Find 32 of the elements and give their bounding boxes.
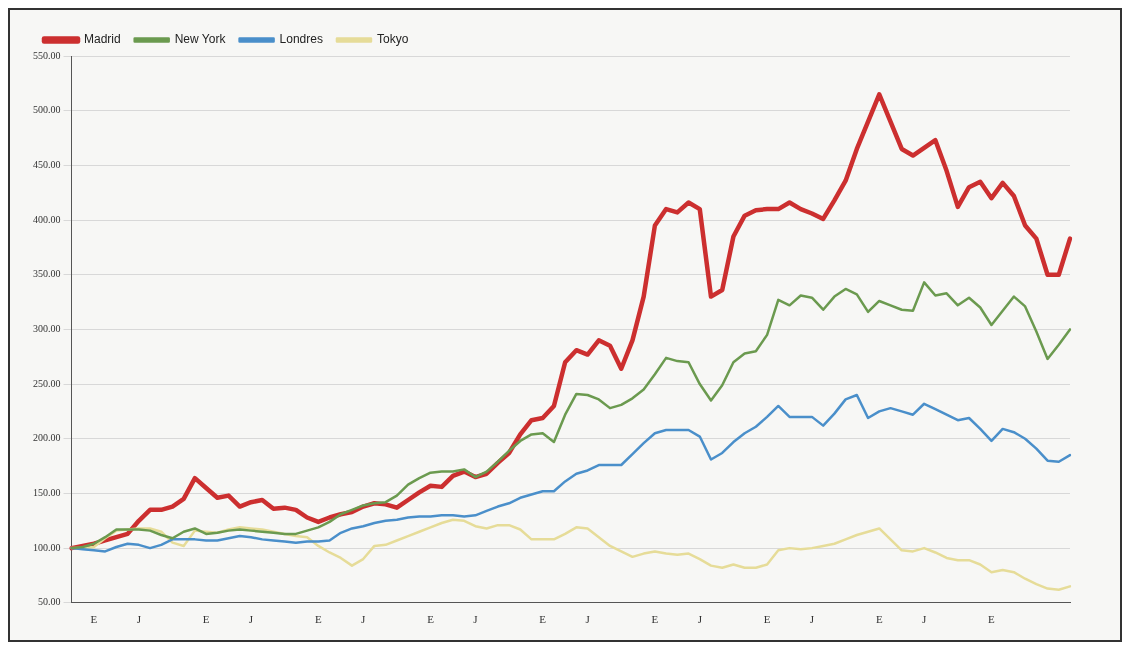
x-tick-label: E xyxy=(988,613,996,626)
y-tick-label: 550.00 xyxy=(33,49,61,61)
x-tick-label: E xyxy=(90,613,98,626)
x-tick-label: E xyxy=(651,613,659,626)
x-tick-label: E xyxy=(202,613,210,626)
x-tick-label: J xyxy=(697,613,703,626)
x-tick-label: E xyxy=(763,613,771,626)
x-tick-label: J xyxy=(585,613,591,626)
y-tick-label: 200.00 xyxy=(33,432,61,444)
legend-label: Madrid xyxy=(84,32,121,47)
x-tick-label: J xyxy=(361,613,367,626)
x-tick-label: J xyxy=(809,613,815,626)
y-tick-label: 250.00 xyxy=(33,377,61,389)
y-tick-label: 50.00 xyxy=(38,596,61,608)
legend-label: Tokyo xyxy=(376,32,409,47)
legend-label: Londres xyxy=(279,32,323,47)
y-tick-label: 300.00 xyxy=(33,323,61,335)
x-tick-label: E xyxy=(427,613,435,626)
x-tick-label: J xyxy=(248,613,254,626)
y-tick-label: 100.00 xyxy=(33,541,61,553)
y-tick-label: 150.00 xyxy=(33,487,61,499)
y-tick-label: 450.00 xyxy=(33,158,61,170)
x-tick-label: J xyxy=(922,613,928,626)
y-tick-label: 350.00 xyxy=(33,268,61,280)
legend-label: New York xyxy=(174,32,227,47)
x-tick-label: J xyxy=(136,613,142,626)
x-tick-label: J xyxy=(473,613,479,626)
y-tick-label: 500.00 xyxy=(33,104,61,116)
x-tick-label: E xyxy=(875,613,883,626)
y-tick-label: 400.00 xyxy=(33,213,61,225)
x-tick-label: E xyxy=(314,613,322,626)
x-tick-label: E xyxy=(539,613,547,626)
